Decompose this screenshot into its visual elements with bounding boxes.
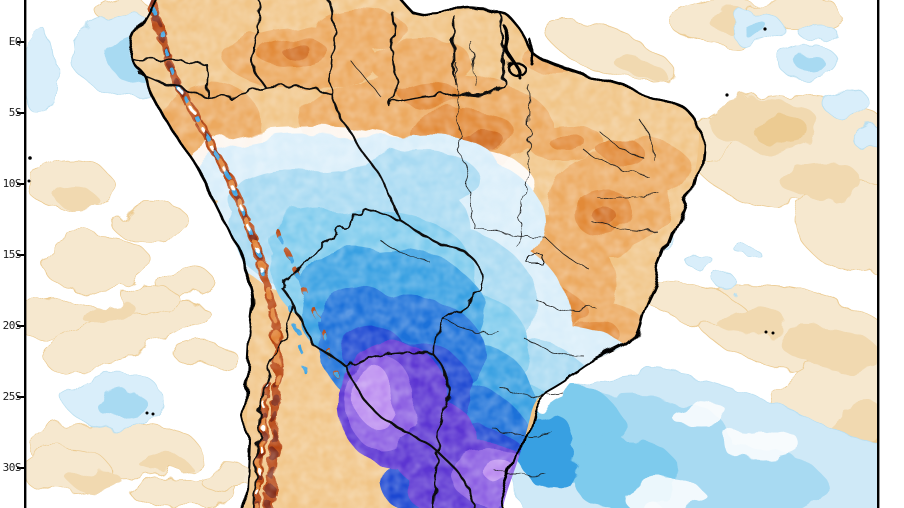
state-borders <box>349 39 661 477</box>
plot-frame <box>24 0 880 508</box>
left-axis-line <box>24 0 27 508</box>
right-axis-line <box>877 0 880 508</box>
latitude-label-5s: 5S <box>8 106 22 119</box>
latitude-label-10s: 10S <box>2 177 22 190</box>
latitude-ticks <box>17 41 24 469</box>
latitude-label-15s: 15S <box>2 248 22 261</box>
latitude-label-25s: 25S <box>2 390 22 403</box>
country-borders <box>132 0 506 508</box>
latitude-label-eq: EQ <box>8 35 22 48</box>
ocean-southeast-cold-pool <box>515 372 878 508</box>
latitude-label-30s: 30S <box>2 461 22 474</box>
island-dots <box>27 27 775 416</box>
coastline <box>127 0 701 508</box>
latitude-label-20s: 20S <box>2 319 22 332</box>
